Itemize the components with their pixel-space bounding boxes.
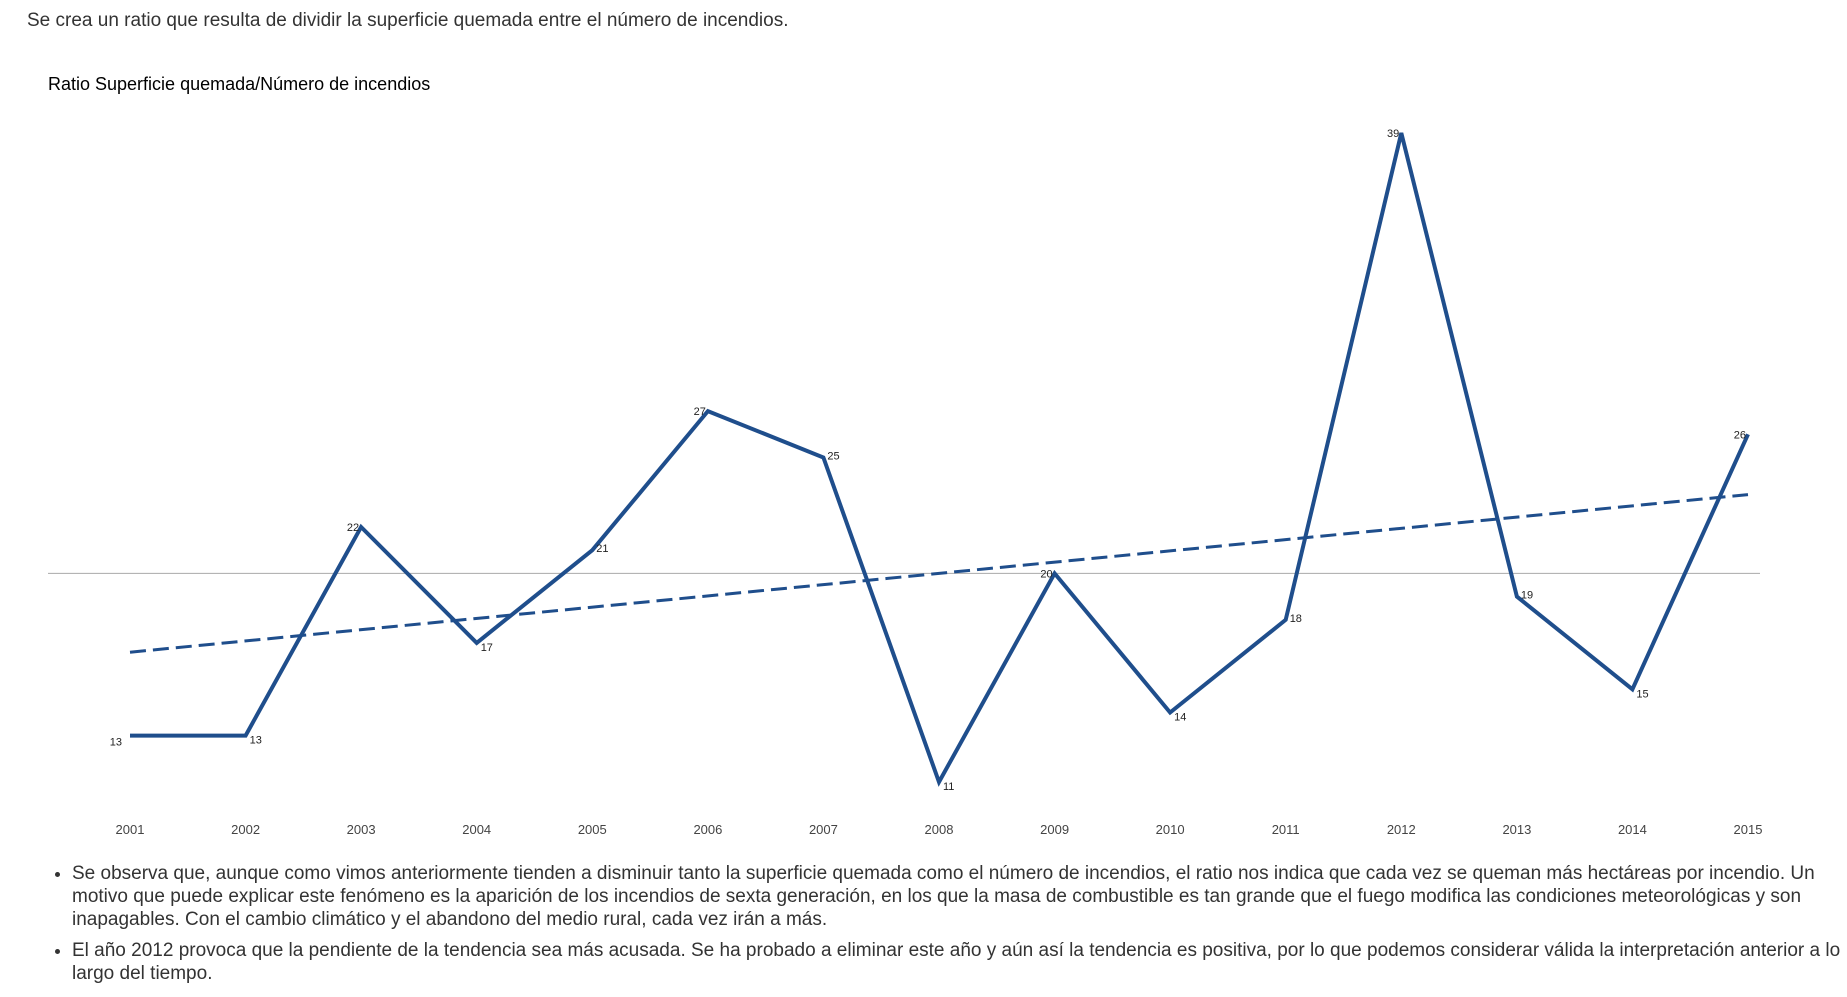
x-tick-label: 2011 (1272, 822, 1300, 837)
data-label: 20 (1040, 568, 1052, 580)
data-label: 13 (250, 735, 262, 747)
x-tick-label: 2004 (462, 822, 491, 837)
ratio-chart: Ratio Superficie quemada/Número de incen… (0, 60, 1847, 850)
data-labels: 13 13 22 17 21 27 25 11 20 14 18 39 19 15 26 (110, 128, 1746, 793)
data-label: 19 (1521, 590, 1533, 602)
data-label: 15 (1636, 688, 1648, 700)
trend-line (129, 493, 1749, 654)
x-tick-label: 2008 (925, 822, 954, 837)
x-tick-label: 2006 (693, 822, 722, 837)
data-label: 18 (1290, 613, 1302, 625)
x-tick-label: 2014 (1618, 822, 1647, 837)
data-label: 22 (347, 522, 359, 534)
data-label: 26 (1734, 429, 1746, 441)
intro-text: Se crea un ratio que resulta de dividir … (27, 10, 789, 31)
data-label: 13 (110, 737, 122, 749)
data-label: 39 (1387, 128, 1399, 140)
x-tick-label: 2015 (1734, 822, 1763, 837)
x-tick-label: 2007 (809, 822, 838, 837)
x-tick-label: 2012 (1387, 822, 1416, 837)
x-tick-label: 2005 (578, 822, 607, 837)
data-label: 27 (694, 406, 706, 418)
chart-title: Ratio Superficie quemada/Número de incen… (48, 74, 430, 94)
data-label: 25 (827, 451, 839, 463)
series-line (130, 132, 1750, 787)
note-item: El año 2012 provoca que la pendiente de … (72, 939, 1847, 985)
x-tick-label: 2003 (347, 822, 376, 837)
notes-list: Se observa que, aunque como vimos anteri… (40, 862, 1847, 993)
x-tick-label: 2001 (116, 822, 145, 837)
x-tick-label: 2009 (1040, 822, 1069, 837)
data-label: 21 (596, 543, 608, 555)
note-item: Se observa que, aunque como vimos anteri… (72, 862, 1847, 931)
data-label: 14 (1174, 712, 1186, 724)
x-tick-label: 2002 (231, 822, 260, 837)
x-axis-ticks: 2001 2002 2003 2004 2005 2006 2007 2008 2009 2010… (116, 822, 1763, 837)
data-label: 17 (481, 642, 493, 654)
x-tick-label: 2013 (1502, 822, 1531, 837)
data-label: 11 (943, 781, 954, 793)
x-tick-label: 2010 (1156, 822, 1185, 837)
ratio-line-chart: Ratio Superficie quemada/Número de incen… (48, 74, 1763, 837)
